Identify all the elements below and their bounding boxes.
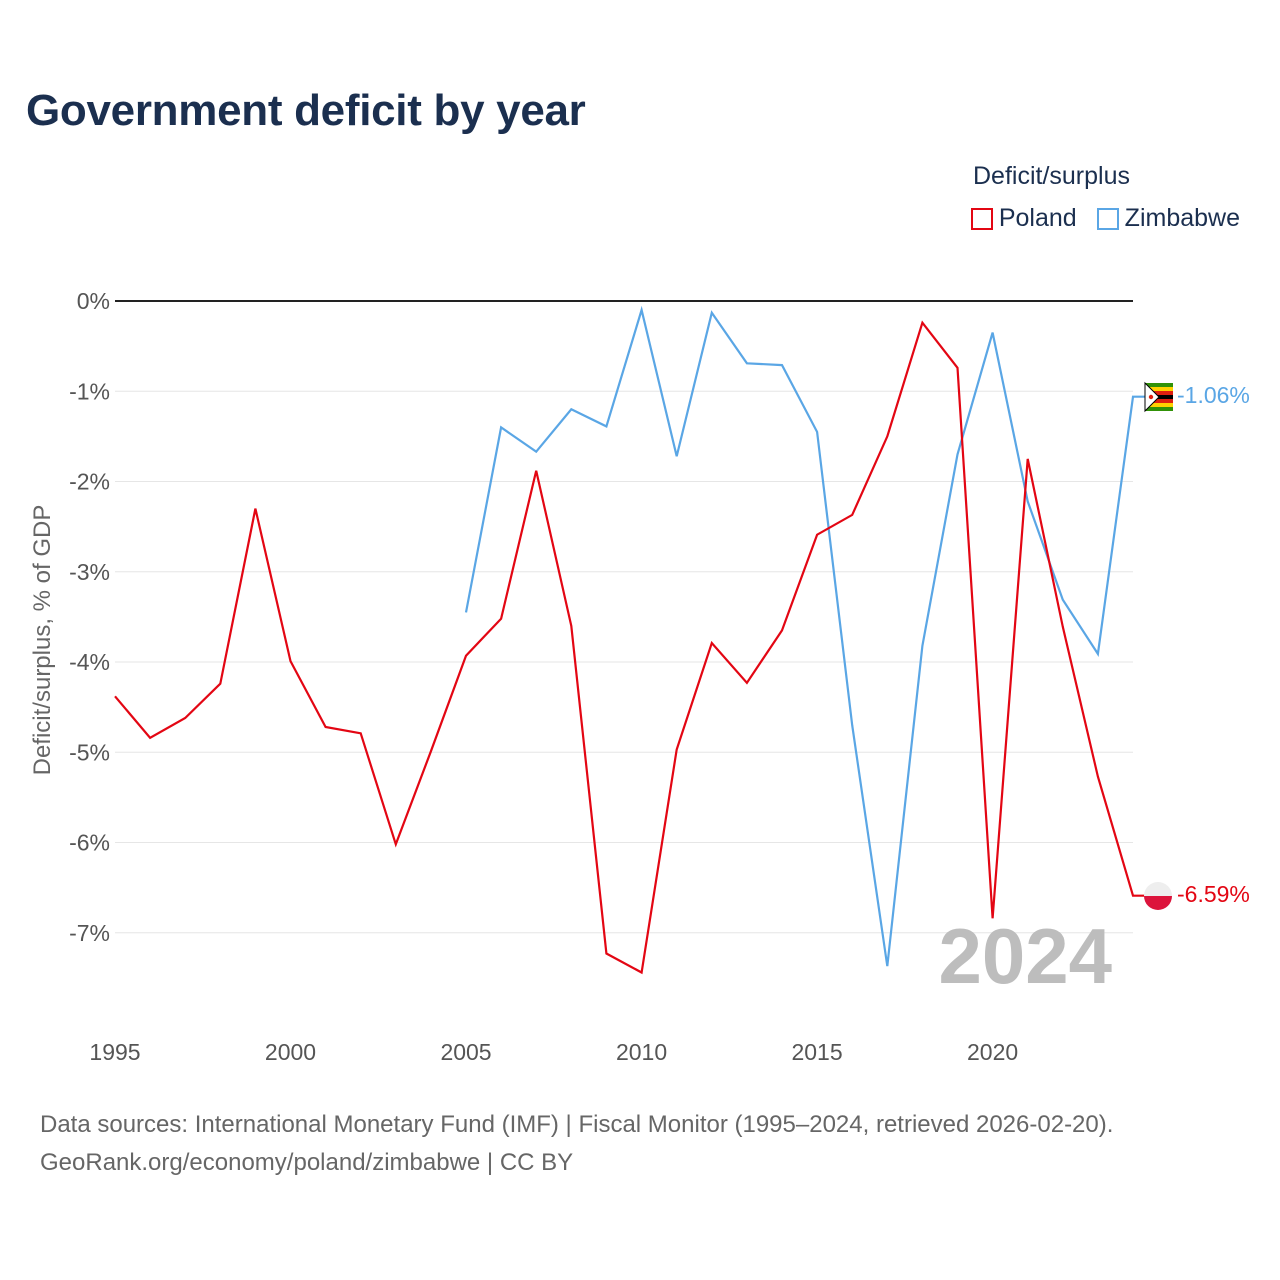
legend-label-poland: Poland — [998, 204, 1077, 232]
chart-title: Government deficit by year — [26, 86, 586, 135]
source-link[interactable]: GeoRank.org/economy/poland/zimbabwe | CC… — [40, 1149, 574, 1176]
legend-label-zimbabwe: Zimbabwe — [1124, 204, 1240, 232]
legend-swatch-poland — [970, 207, 993, 230]
x-tick-label: 2020 — [967, 1039, 1018, 1065]
data-source-note: Data sources: International Monetary Fun… — [40, 1111, 1114, 1138]
x-tick-label: 2015 — [791, 1039, 842, 1065]
x-tick-label: 2005 — [440, 1039, 491, 1065]
footer: Data sources: International Monetary Fun… — [40, 1106, 1113, 1182]
poland-end-label: -6.59% — [1177, 881, 1250, 907]
y-tick-label: -3% — [69, 559, 110, 585]
x-tick-label: 1995 — [89, 1039, 140, 1065]
series-line-poland[interactable] — [114, 320, 1145, 975]
zimbabwe-end-label: -1.06% — [1177, 382, 1250, 408]
legend: Poland Zimbabwe — [951, 204, 1240, 233]
y-tick-label: 0% — [77, 288, 110, 314]
x-axis-ticks: 1995 2000 2005 2010 2015 2020 — [89, 1039, 1018, 1065]
legend-item-zimbabwe[interactable]: Zimbabwe — [1096, 204, 1240, 233]
end-markers — [1144, 381, 1173, 910]
legend-title: Deficit/surplus — [973, 162, 1130, 190]
x-tick-label: 2000 — [265, 1039, 316, 1065]
series-lines — [114, 305, 1145, 975]
legend-swatch-zimbabwe — [1096, 207, 1119, 230]
y-axis-ticks: 0% -1% -2% -3% -4% -5% -6% -7% — [69, 288, 110, 946]
legend-item-poland[interactable]: Poland — [970, 204, 1077, 233]
y-tick-label: -6% — [69, 830, 110, 856]
gridlines — [115, 300, 1133, 934]
y-tick-label: -7% — [69, 920, 110, 946]
y-tick-label: -4% — [69, 649, 110, 675]
year-watermark: 2024 — [938, 912, 1112, 1000]
y-tick-label: -2% — [69, 469, 110, 495]
y-axis-label: Deficit/surplus, % of GDP — [29, 505, 56, 776]
series-line-zimbabwe[interactable] — [464, 305, 1145, 967]
zimbabwe-flag-icon — [1144, 381, 1173, 413]
y-tick-label: -5% — [69, 739, 110, 765]
line-chart: 0% -1% -2% -3% -4% -5% -6% -7% 1995 2000 2005 2010… — [29, 288, 1250, 1065]
x-tick-label: 2010 — [616, 1039, 667, 1065]
poland-flag-icon — [1144, 882, 1172, 910]
y-tick-label: -1% — [69, 378, 110, 404]
